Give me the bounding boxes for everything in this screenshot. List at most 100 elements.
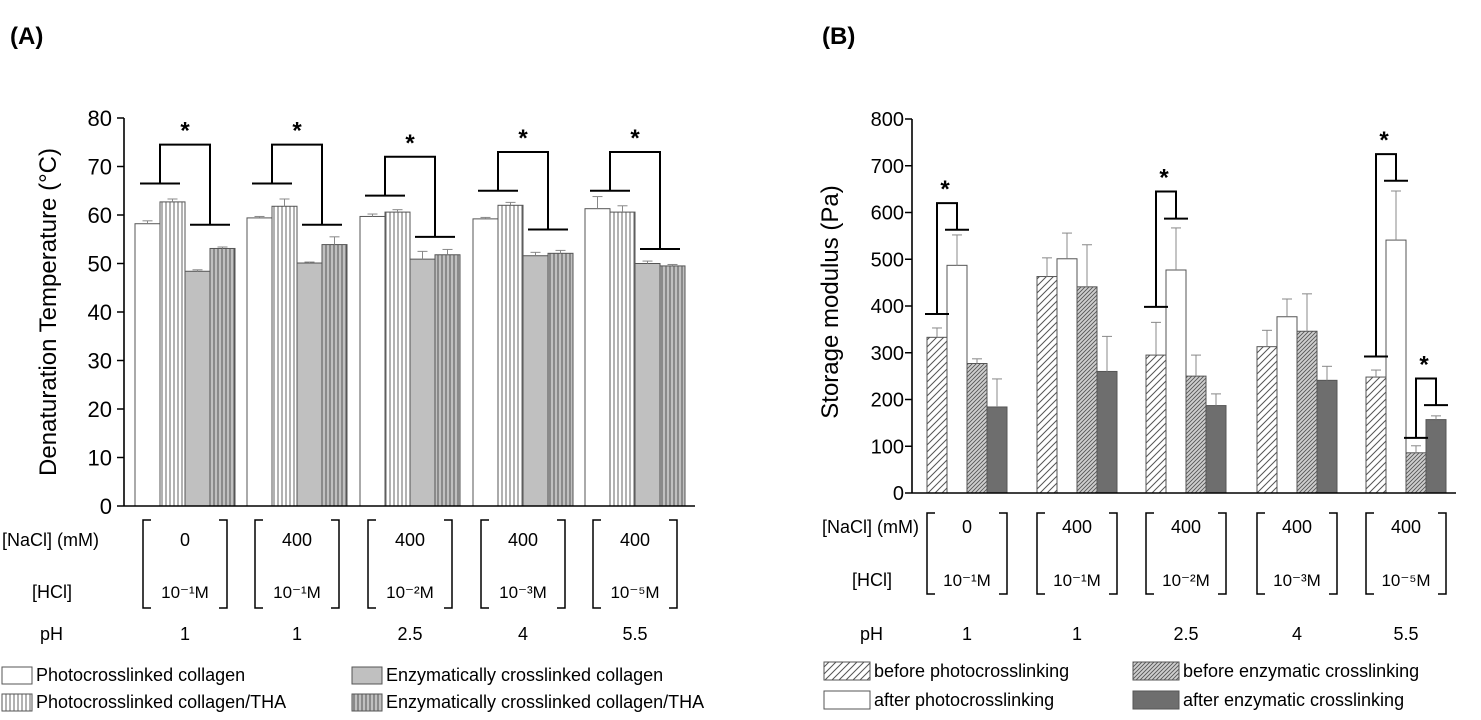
hcl-value: 10⁻¹M: [943, 571, 991, 590]
bar: [966, 363, 988, 494]
condition-bracket-right: [1218, 512, 1227, 595]
bar: [946, 264, 968, 494]
y-tick-label: 0: [100, 494, 112, 519]
condition-bracket-left: [1036, 512, 1045, 595]
bar: [1296, 330, 1318, 494]
ph-row-label: pH: [860, 624, 883, 644]
condition-bracket-left: [480, 519, 489, 609]
significance-bracket: [936, 202, 958, 314]
nacl-row-label: [NaCl] (mM): [2, 530, 99, 550]
y-tick-label: 20: [88, 397, 112, 422]
legend-swatch: [823, 690, 871, 710]
condition-bracket-right: [1329, 512, 1338, 595]
bar: [409, 258, 436, 507]
bar: [497, 204, 524, 507]
bar: [1205, 405, 1227, 494]
panel-b-label: (B): [822, 23, 855, 50]
bar: [609, 211, 636, 507]
ph-value: 2.5: [1173, 624, 1198, 644]
condition-bracket-left: [367, 519, 376, 609]
significance-star: *: [405, 130, 415, 157]
panel-b: (B) Storage modulus (Pa) 0 100 200 300 400 50…: [817, 23, 1456, 710]
nacl-value: 400: [1282, 517, 1312, 537]
ph-row-label: pH: [40, 624, 63, 644]
y-tick-label: 600: [871, 203, 904, 225]
significance-star: *: [940, 176, 950, 203]
bar: [1276, 316, 1298, 494]
panel-a-label: (A): [10, 23, 43, 50]
condition-bracket-left: [254, 519, 263, 609]
ph-value: 4: [1292, 624, 1302, 644]
y-tick-label: 10: [88, 445, 112, 470]
ph-value: 2.5: [397, 624, 422, 644]
condition-bracket-right: [444, 519, 453, 609]
y-tick-label: 400: [871, 296, 904, 318]
significance-star: *: [1159, 164, 1169, 191]
bar: [1185, 375, 1207, 494]
legend-label: after enzymatic crosslinking: [1183, 690, 1404, 710]
hcl-value: 10⁻¹M: [161, 583, 209, 602]
nacl-value: 400: [1062, 517, 1092, 537]
bar: [434, 254, 461, 507]
hcl-value: 10⁻⁵M: [610, 583, 659, 602]
ph-value: 1: [962, 624, 972, 644]
ph-value: 5.5: [622, 624, 647, 644]
y-tick-label: 40: [88, 300, 112, 325]
significance-star: *: [630, 125, 640, 152]
condition-bracket-left: [926, 512, 935, 595]
bar: [522, 255, 549, 507]
panel-b-y-axis-label: Storage modulus (Pa): [817, 185, 844, 418]
bar: [472, 218, 499, 507]
significance-bracket: [609, 150, 661, 249]
bar: [1145, 354, 1167, 494]
legend-label: before photocrosslinking: [874, 661, 1069, 681]
y-tick-label: 80: [88, 106, 112, 131]
nacl-value: 0: [962, 517, 972, 537]
legend-swatch: [1, 666, 33, 685]
legend-label: Photocrosslinked collagen: [36, 665, 245, 685]
bar: [926, 336, 948, 494]
legend-swatch: [1132, 690, 1180, 710]
bar: [296, 262, 323, 507]
significance-star: *: [1419, 351, 1429, 378]
condition-bracket-right: [999, 512, 1008, 595]
bar: [384, 211, 411, 507]
bar: [659, 265, 686, 507]
legend-label: Photocrosslinked collagen/THA: [36, 692, 286, 712]
hcl-row-label: [HCl]: [852, 570, 892, 590]
hcl-value: 10⁻¹M: [1053, 571, 1101, 590]
hcl-row-label: [HCl]: [32, 582, 72, 602]
y-tick-label: 800: [871, 109, 904, 131]
nacl-value: 400: [1171, 517, 1201, 537]
significance-star: *: [292, 118, 302, 145]
condition-bracket-left: [592, 519, 601, 609]
significance-bracket: [1155, 190, 1177, 307]
legend-swatch: [351, 693, 383, 712]
ph-value: 1: [1072, 624, 1082, 644]
significance-bracket: [1375, 153, 1397, 357]
bar: [184, 270, 211, 507]
hcl-value: 10⁻¹M: [273, 583, 321, 602]
bar: [1405, 452, 1427, 494]
hcl-value: 10⁻³M: [499, 583, 547, 602]
nacl-row-label: [NaCl] (mM): [822, 517, 919, 537]
nacl-value: 400: [508, 530, 538, 550]
y-tick-label: 100: [871, 436, 904, 458]
legend-swatch: [823, 661, 871, 681]
panel-a-y-axis-label: Denaturation Temperature (°C): [35, 148, 62, 476]
condition-bracket-right: [1438, 512, 1447, 595]
bar: [359, 215, 386, 507]
condition-bracket-left: [1145, 512, 1154, 595]
significance-star: *: [180, 118, 190, 145]
bar: [1425, 419, 1447, 494]
bar: [547, 252, 574, 507]
significance-bracket: [384, 155, 436, 237]
bar: [321, 244, 348, 507]
ph-value: 4: [518, 624, 528, 644]
hcl-value: 10⁻⁵M: [1381, 571, 1430, 590]
bar: [1256, 346, 1278, 494]
bar: [1316, 379, 1338, 494]
y-tick-label: 700: [871, 156, 904, 178]
bar: [246, 217, 273, 507]
